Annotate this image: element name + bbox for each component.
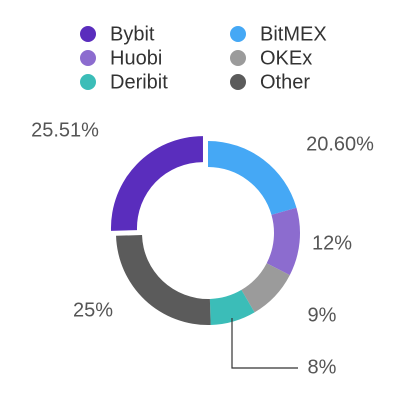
legend-swatch [80,26,96,42]
legend-label: Deribit [110,71,168,93]
donut-segment [241,263,290,313]
donut-segment [116,234,211,326]
legend-label: Huobi [110,47,162,69]
legend-swatch [230,26,246,42]
legend-swatch [80,50,96,66]
legend-swatch [80,74,96,90]
data-label: 20.60% [306,133,374,155]
donut-segment [110,136,203,231]
legend-label: BitMEX [260,23,327,45]
legend-label: Other [260,71,310,93]
donut-segment [266,207,300,276]
data-label: 8% [308,356,337,378]
donut-segment [208,141,297,215]
leader-line [231,318,298,369]
legend-swatch [230,50,246,66]
data-label: 9% [308,304,337,326]
donut-segment [209,289,255,325]
data-label: 25.51% [31,119,99,141]
legend-swatch [230,74,246,90]
data-label: 25% [73,299,113,321]
data-label: 12% [312,232,352,254]
legend-label: Bybit [110,23,155,45]
legend-label: OKEx [260,47,312,69]
